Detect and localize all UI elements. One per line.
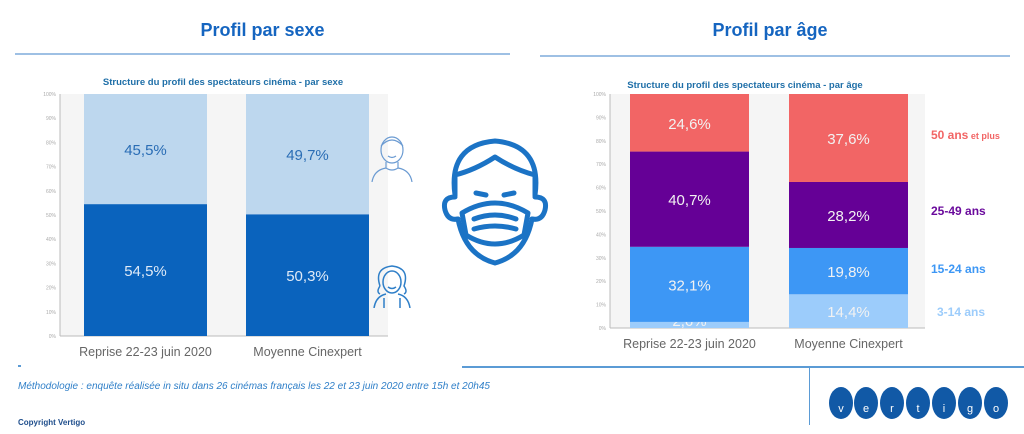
y-tick-label: 90% bbox=[596, 115, 607, 121]
data-label: 37,6% bbox=[827, 131, 870, 148]
category-label: Reprise 22-23 juin 2020 bbox=[79, 345, 212, 359]
y-tick-label: 20% bbox=[46, 286, 57, 292]
y-tick-label: 10% bbox=[46, 310, 57, 316]
man-icon bbox=[371, 136, 413, 182]
y-tick-label: 70% bbox=[596, 162, 607, 168]
data-label: 14,4% bbox=[827, 304, 870, 321]
legend-item-15-24: 15-24 ans bbox=[931, 262, 986, 276]
chart-title-sexe: Structure du profil des spectateurs ciné… bbox=[102, 77, 344, 88]
y-tick-label: 70% bbox=[46, 165, 57, 171]
y-tick-label: 100% bbox=[593, 92, 606, 98]
y-tick-label: 40% bbox=[596, 232, 607, 238]
category-label: Moyenne Cinexpert bbox=[794, 337, 903, 351]
y-tick-label: 10% bbox=[596, 303, 607, 309]
legend-label: 50 ans bbox=[931, 128, 969, 142]
y-tick-label: 60% bbox=[46, 189, 57, 195]
y-tick-label: 20% bbox=[596, 279, 607, 285]
copyright: Copyright Vertigo bbox=[18, 418, 86, 427]
data-label: 54,5% bbox=[124, 263, 167, 280]
y-tick-label: 80% bbox=[46, 140, 57, 146]
category-label: Reprise 22-23 juin 2020 bbox=[623, 337, 756, 351]
legend-suffix: et plus bbox=[968, 131, 1000, 141]
legend-item-3-14: 3-14 ans bbox=[937, 305, 986, 319]
data-label: 45,5% bbox=[124, 142, 167, 159]
methodology-note: Méthodologie : enquête réalisée in situ … bbox=[18, 381, 490, 392]
data-label: 50,3% bbox=[286, 268, 329, 285]
divider bbox=[540, 55, 1010, 57]
masked-face-icon bbox=[442, 138, 548, 266]
y-tick-label: 0% bbox=[49, 334, 57, 340]
bar-segment bbox=[246, 94, 369, 215]
y-tick-label: 30% bbox=[596, 256, 607, 262]
footer-divider bbox=[462, 366, 1024, 368]
category-label: Moyenne Cinexpert bbox=[253, 345, 362, 359]
y-tick-label: 80% bbox=[596, 139, 607, 145]
bullet-mark bbox=[18, 365, 21, 367]
bar-segment bbox=[84, 204, 207, 336]
footer-vertical-divider bbox=[809, 367, 810, 425]
data-label: 19,8% bbox=[827, 264, 870, 281]
bar-segment bbox=[789, 294, 908, 328]
svg-text:g: g bbox=[967, 403, 973, 415]
legend-item-50-plus: 50 ans et plus bbox=[931, 128, 1000, 142]
data-label: 32,1% bbox=[668, 277, 711, 294]
bar-segment bbox=[246, 214, 369, 336]
y-tick-label: 40% bbox=[46, 237, 57, 243]
bar-segment bbox=[630, 321, 749, 328]
chart-sexe: 0% 10% 20% 30% 40% 50% 60% 70% 80% 90% 100% 54,5% 45… bbox=[43, 92, 388, 359]
bar-segment bbox=[789, 181, 908, 248]
bar-segment bbox=[789, 94, 908, 182]
svg-text:r: r bbox=[890, 403, 894, 415]
y-tick-label: 60% bbox=[596, 186, 607, 192]
chart-age: 0%10%20%30%40%50%60%70%80%90%100%2,6%32,… bbox=[593, 92, 925, 351]
y-tick-label: 50% bbox=[596, 209, 607, 215]
data-label: 28,2% bbox=[827, 208, 870, 225]
svg-text:o: o bbox=[993, 403, 999, 415]
svg-text:v: v bbox=[838, 403, 844, 415]
legend-item-25-49: 25-49 ans bbox=[931, 204, 986, 218]
chart-title-age: Structure du profil des spectateurs ciné… bbox=[627, 80, 863, 91]
y-tick-label: 100% bbox=[43, 92, 56, 98]
y-tick-label: 50% bbox=[46, 213, 57, 219]
y-tick-label: 30% bbox=[46, 261, 57, 267]
bar-segment bbox=[789, 247, 908, 295]
svg-text:e: e bbox=[863, 403, 869, 415]
data-label: 49,7% bbox=[286, 147, 329, 164]
divider bbox=[15, 53, 510, 55]
data-label: 40,7% bbox=[668, 192, 711, 209]
data-label: 24,6% bbox=[668, 116, 711, 133]
woman-icon bbox=[373, 265, 411, 308]
y-tick-label: 90% bbox=[46, 116, 57, 122]
y-tick-label: 0% bbox=[599, 326, 607, 332]
bar-segment bbox=[630, 246, 749, 322]
svg-text:t: t bbox=[916, 403, 919, 415]
bar-segment bbox=[84, 94, 207, 205]
section-title-age: Profil par âge bbox=[712, 20, 828, 40]
section-title-sexe: Profil par sexe bbox=[200, 20, 325, 40]
bar-segment bbox=[630, 151, 749, 247]
bar-segment bbox=[630, 94, 749, 152]
svg-text:i: i bbox=[943, 403, 945, 415]
